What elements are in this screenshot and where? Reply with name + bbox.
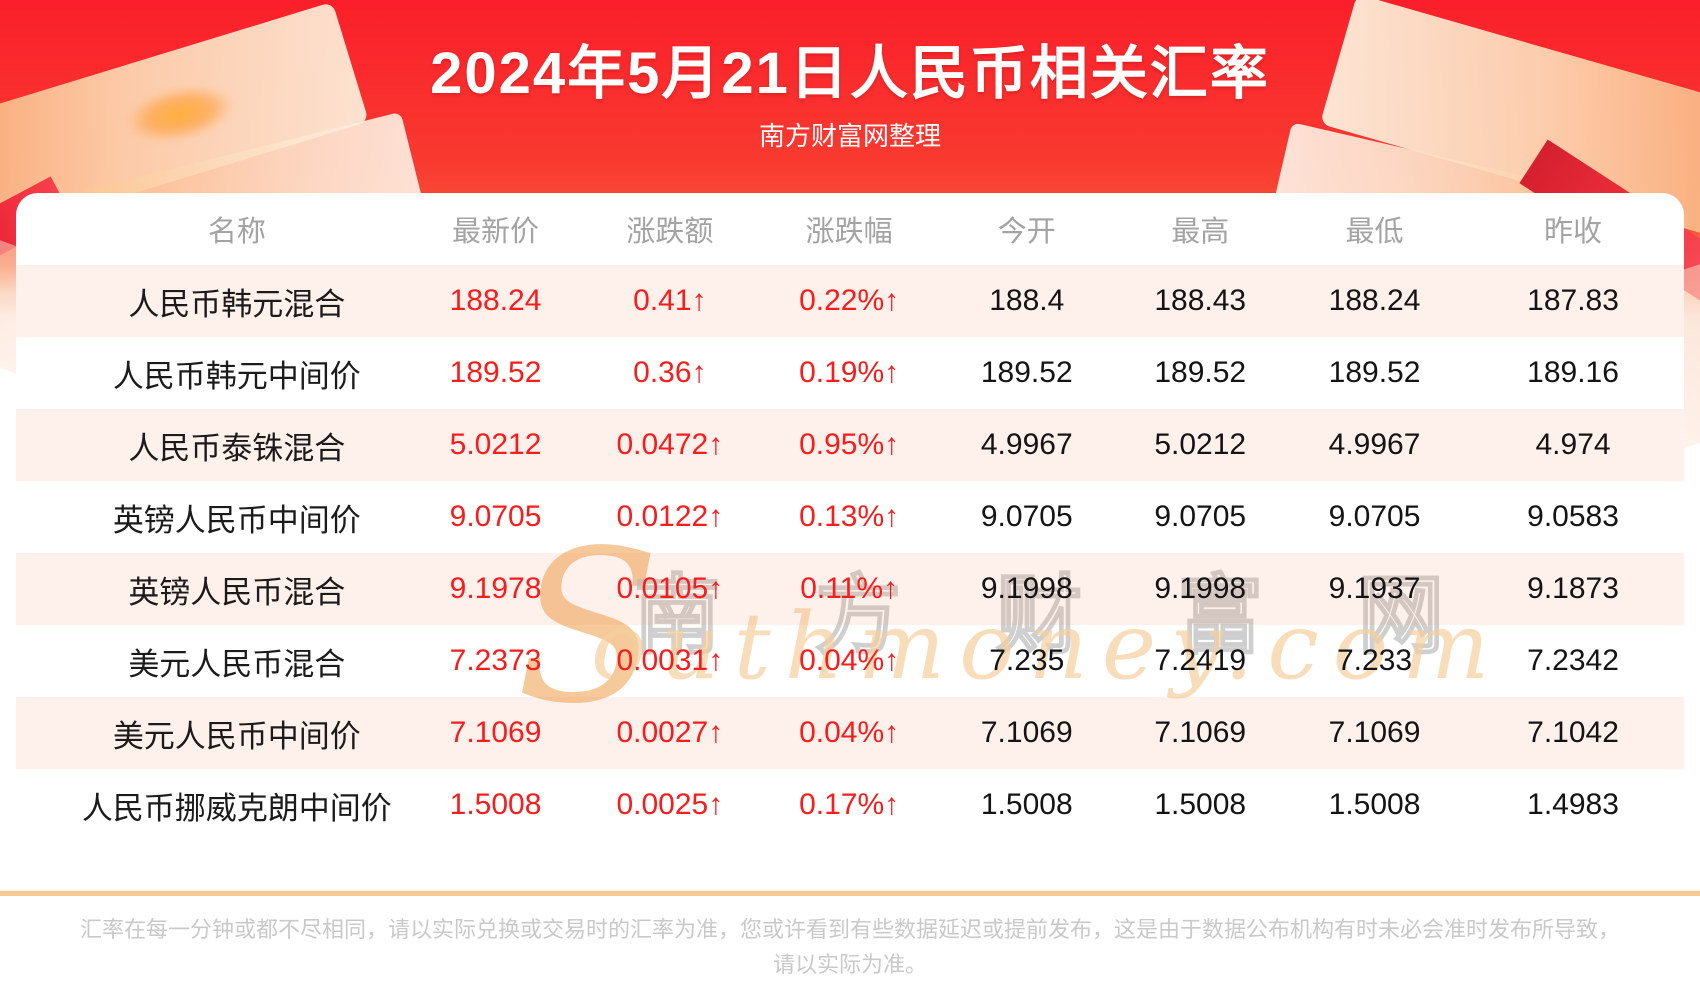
cell-1: 1.5008 [449,788,542,821]
cell-3: 0.04%↑ [799,644,900,677]
disclaimer-line-1: 汇率在每一分钟或都不尽相同，请以实际兑换或交易时的汇率为准，您或许看到有些数据延… [79,917,1620,942]
cell-7: 7.1042 [1527,716,1619,749]
cell-5: 7.1069 [1154,716,1247,749]
cell-7: 189.16 [1527,356,1619,389]
column-header-5: 最高 [1171,216,1230,248]
cell-2: 0.0122↑ [616,500,724,533]
page-subtitle: 南方财富网整理 [758,121,941,151]
cell-0: 人民币挪威克朗中间价 [81,790,392,826]
cell-4: 9.1998 [980,572,1073,605]
cell-1: 7.2373 [449,644,542,677]
rate-table-card: S 南方财富网 outhmoney.com 名称 最新价 涨跌额 涨跌幅 今开 最高 最低昨… [16,193,1684,855]
table-body: 人民币韩元混合 188.24 0.41↑ 0.22%↑ 188.4 188.43 188.2… [16,265,1684,841]
cell-6: 1.5008 [1328,788,1421,821]
cell-1: 5.0212 [449,428,542,461]
cell-0: 人民币韩元混合 [128,286,346,322]
cell-7: 187.83 [1527,284,1619,317]
cell-5: 189.52 [1154,356,1247,389]
cell-5: 9.1998 [1154,572,1247,605]
cell-3: 0.04%↑ [799,716,900,749]
cell-5: 7.2419 [1154,644,1247,677]
table-row: 英镑人民币混合 9.1978 0.0105↑ 0.11%↑ 9.1998 9.1998 9.… [16,553,1684,625]
cell-3: 0.11%↑ [800,572,899,605]
cell-4: 9.0705 [980,500,1073,533]
cell-4: 7.1069 [980,716,1073,749]
table-row: 人民币韩元中间价 189.52 0.36↑ 0.19%↑ 189.52 189.52 189… [16,337,1684,409]
table-row: 美元人民币混合 7.2373 0.0031↑ 0.04%↑ 7.235 7.2419 7.2… [16,625,1684,697]
cell-4: 7.235 [989,644,1065,677]
column-header-3: 涨跌幅 [805,216,893,248]
cell-1: 9.0705 [449,500,542,533]
table-row: 人民币韩元混合 188.24 0.41↑ 0.22%↑ 188.4 188.43 188.2… [16,265,1684,337]
disclaimer-line-2: 请以实际为准。 [772,952,927,977]
cell-3: 0.13%↑ [799,500,900,533]
cell-5: 188.43 [1154,284,1247,317]
cell-4: 1.5008 [980,788,1073,821]
cell-1: 7.1069 [449,716,542,749]
cell-5: 9.0705 [1154,500,1247,533]
cell-6: 189.52 [1328,356,1421,389]
cell-4: 4.9967 [980,428,1073,461]
cell-6: 9.0705 [1328,500,1421,533]
cell-0: 人民币泰铢混合 [128,430,346,466]
column-header-6: 最低 [1345,216,1404,248]
column-header-0: 名称 [207,216,266,248]
cell-4: 188.4 [989,284,1065,317]
cell-7: 9.1873 [1527,572,1619,605]
exchange-rate-table: 名称 最新价 涨跌额 涨跌幅 今开 最高 最低 昨收 人民币韩元混合 188.24 0.41↑ 0.… [16,193,1684,841]
column-header-2: 涨跌额 [626,216,714,248]
cell-0: 英镑人民币混合 [128,574,346,610]
cell-2: 0.0472↑ [616,428,724,461]
cell-7: 9.0583 [1527,500,1619,533]
cell-3: 0.19%↑ [799,356,900,389]
cell-1: 189.52 [449,356,542,389]
cell-7: 4.974 [1535,428,1611,461]
table-row: 人民币挪威克朗中间价 1.5008 0.0025↑ 0.17%↑ 1.5008 1.500… [16,769,1684,841]
column-header-1: 最新价 [452,216,540,248]
cell-6: 4.9967 [1328,428,1421,461]
column-header-4: 今开 [997,216,1056,248]
cell-7: 7.2342 [1527,644,1619,677]
cell-2: 0.0027↑ [616,716,724,749]
cell-5: 5.0212 [1154,428,1247,461]
cell-0: 人民币韩元中间价 [112,358,361,394]
cell-4: 189.52 [980,356,1073,389]
cell-7: 1.4983 [1527,788,1619,821]
cell-6: 7.1069 [1328,716,1421,749]
table-row: 英镑人民币中间价 9.0705 0.0122↑ 0.13%↑ 9.0705 9.0705 9… [16,481,1684,553]
cell-6: 188.24 [1328,284,1421,317]
disclaimer: 汇率在每一分钟或都不尽相同，请以实际兑换或交易时的汇率为准，您或许看到有些数据延… [0,912,1700,982]
cell-2: 0.41↑ [633,284,707,317]
column-header-7: 昨收 [1544,216,1603,248]
table-row: 美元人民币中间价 7.1069 0.0027↑ 0.04%↑ 7.1069 7.1069 7… [16,697,1684,769]
cell-1: 9.1978 [449,572,542,605]
footer-divider [0,891,1700,896]
cell-2: 0.36↑ [633,356,707,389]
table-header-row: 名称 最新价 涨跌额 涨跌幅 今开 最高 最低 昨收 [16,193,1684,265]
cell-0: 美元人民币混合 [128,646,346,682]
cell-3: 0.22%↑ [799,284,900,317]
cell-3: 0.95%↑ [799,428,900,461]
cell-3: 0.17%↑ [799,788,900,821]
cell-0: 美元人民币中间价 [112,718,361,754]
cell-2: 0.0031↑ [616,644,724,677]
cell-2: 0.0105↑ [616,572,724,605]
cell-6: 9.1937 [1328,572,1421,605]
page-title: 2024年5月21日人民币相关汇率 [430,41,1270,106]
cell-0: 英镑人民币中间价 [112,502,361,538]
cell-2: 0.0025↑ [616,788,724,821]
cell-5: 1.5008 [1154,788,1247,821]
table-row: 人民币泰铢混合 5.0212 0.0472↑ 0.95%↑ 4.9967 5.0212 4.… [16,409,1684,481]
cell-6: 7.233 [1336,644,1413,677]
cell-1: 188.24 [449,284,542,317]
